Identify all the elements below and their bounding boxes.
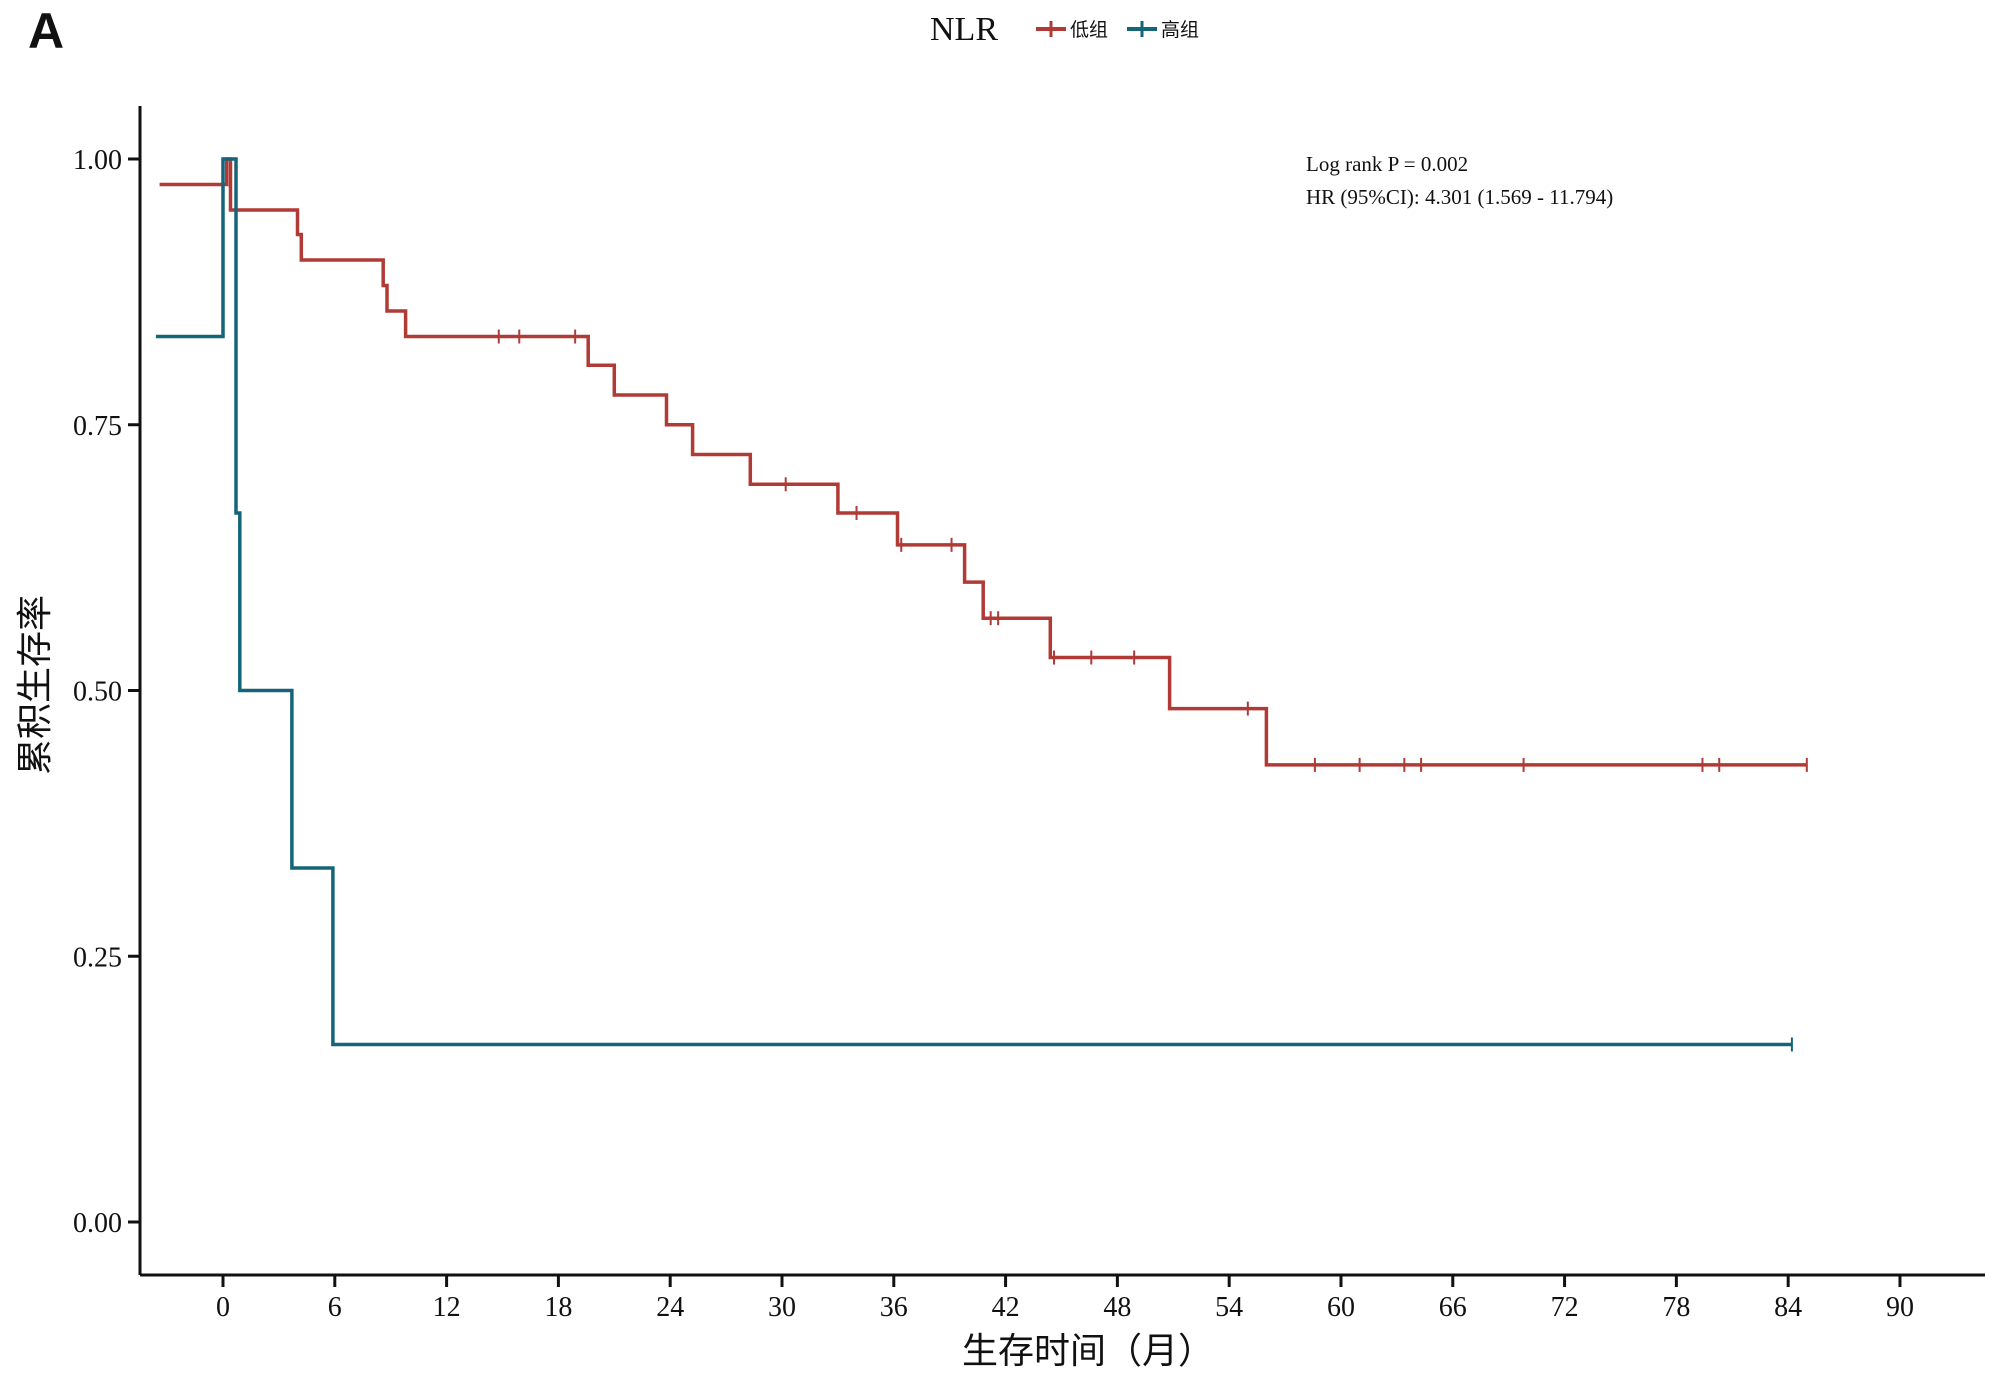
log-rank-annotation: Log rank P = 0.002 [1306, 152, 1468, 176]
x-tick-label: 18 [544, 1292, 572, 1323]
x-tick-label: 36 [880, 1292, 908, 1323]
x-ticks: 0 6 12 18 24 30 36 42 48 54 60 66 72 78 84 90 [216, 1275, 1914, 1323]
x-tick-label: 84 [1774, 1292, 1802, 1323]
x-axis-label: 生存时间（月） [962, 1331, 1214, 1372]
panel-label: A [28, 3, 64, 59]
x-tick-label: 60 [1327, 1292, 1355, 1323]
series-low [159, 157, 1808, 772]
x-tick-label: 6 [328, 1292, 342, 1323]
survival-curve [155, 157, 1792, 1047]
survival-curve [159, 157, 1807, 767]
y-ticks: 0.00 0.25 0.50 0.75 1.00 [73, 145, 140, 1239]
y-tick-label: 0.00 [73, 1208, 122, 1239]
x-tick-label: 90 [1886, 1292, 1914, 1323]
legend-item-high: 高组 [1127, 19, 1199, 41]
annotations: Log rank P = 0.002 HR (95%CI): 4.301 (1.… [1306, 152, 1613, 209]
x-tick-label: 0 [216, 1292, 230, 1323]
hr-annotation: HR (95%CI): 4.301 (1.569 - 11.794) [1306, 185, 1613, 209]
legend-label-low: 低组 [1070, 19, 1108, 41]
x-tick-label: 42 [992, 1292, 1020, 1323]
y-tick-label: 1.00 [73, 145, 122, 176]
series-layer [155, 157, 1808, 1052]
x-tick-label: 48 [1103, 1292, 1131, 1323]
y-tick-label: 0.75 [73, 411, 122, 442]
y-axis-label: 累积生存率 [15, 595, 56, 775]
legend-title: NLR [930, 11, 998, 48]
x-tick-label: 30 [768, 1292, 796, 1323]
x-tick-label: 66 [1439, 1292, 1467, 1323]
x-tick-label: 12 [433, 1292, 461, 1323]
x-tick-label: 78 [1662, 1292, 1690, 1323]
legend-item-low: 低组 [1036, 19, 1108, 41]
x-tick-label: 24 [656, 1292, 684, 1323]
legend-label-high: 高组 [1161, 19, 1199, 41]
y-tick-label: 0.25 [73, 942, 122, 973]
x-tick-label: 72 [1551, 1292, 1579, 1323]
legend: NLR 低组 高组 [930, 11, 1199, 48]
x-tick-label: 54 [1215, 1292, 1243, 1323]
series-high [155, 157, 1793, 1052]
y-tick-label: 0.50 [73, 677, 122, 708]
